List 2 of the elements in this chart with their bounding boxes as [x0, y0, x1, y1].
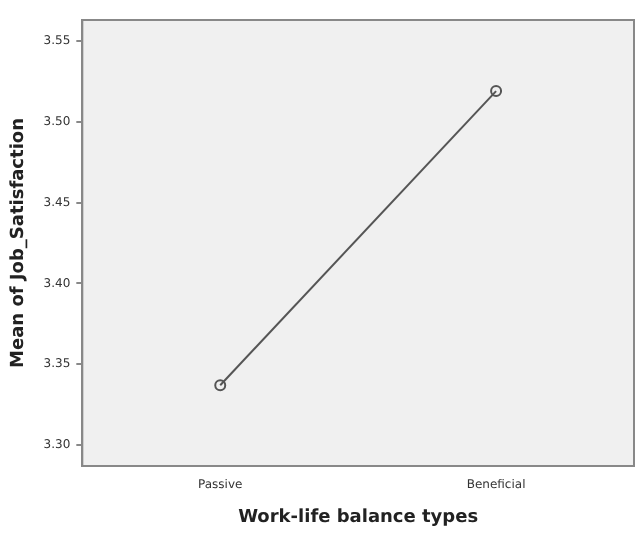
x-axis-title: Work-life balance types: [238, 507, 479, 528]
y-axis-title: Mean of Job_Satisfaction: [9, 118, 30, 368]
